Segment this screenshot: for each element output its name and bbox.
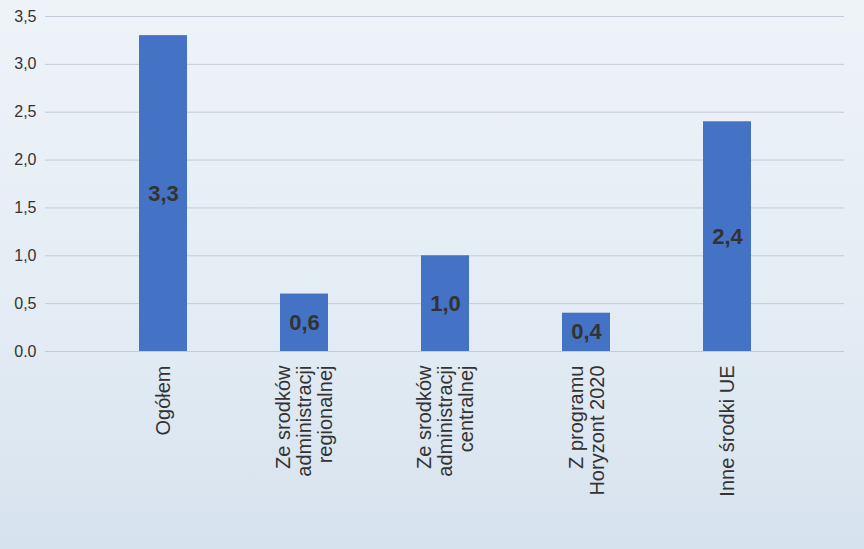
svg-text:2,4: 2,4 <box>712 224 743 249</box>
svg-text:0,5: 0,5 <box>14 295 36 312</box>
svg-text:3,5: 3,5 <box>14 8 36 25</box>
svg-text:0,6: 0,6 <box>289 310 320 335</box>
svg-text:1,5: 1,5 <box>14 199 36 216</box>
svg-text:2,5: 2,5 <box>14 103 36 120</box>
svg-text:Inne środki UE: Inne środki UE <box>716 366 738 497</box>
svg-text:1,0: 1,0 <box>430 291 461 316</box>
svg-text:Ze srodkówadministracjiregiona: Ze srodkówadministracjiregionalnej <box>272 365 336 477</box>
svg-text:0.0: 0.0 <box>14 343 36 360</box>
svg-text:Ze srodkówadministracjicentral: Ze srodkówadministracjicentralnej <box>413 365 477 477</box>
svg-text:1,0: 1,0 <box>14 247 36 264</box>
svg-text:2,0: 2,0 <box>14 151 36 168</box>
svg-text:3,0: 3,0 <box>14 55 36 72</box>
svg-text:0,4: 0,4 <box>571 319 602 344</box>
svg-text:3,3: 3,3 <box>148 181 179 206</box>
svg-text:Ogółem: Ogółem <box>152 366 174 436</box>
svg-text:Z programuHoryzont 2020: Z programuHoryzont 2020 <box>565 366 608 496</box>
